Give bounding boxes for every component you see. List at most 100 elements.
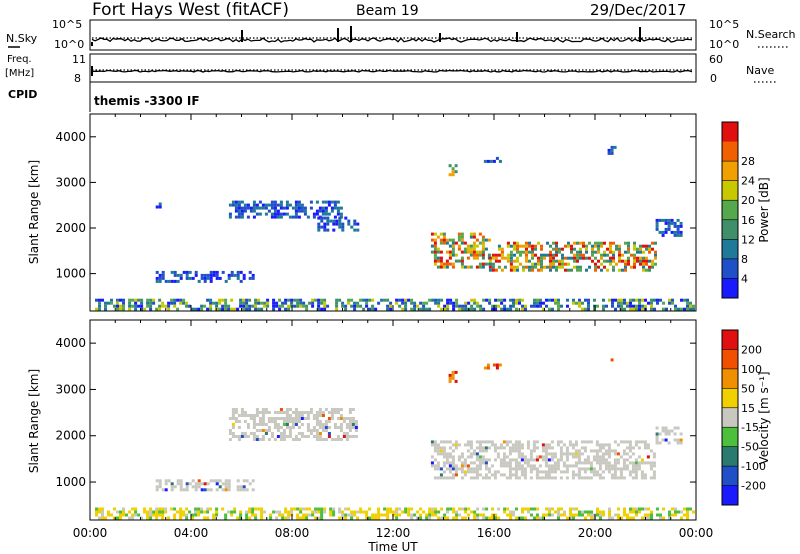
data-cell bbox=[260, 507, 264, 511]
colorbar-swatch bbox=[722, 446, 738, 467]
data-cell bbox=[513, 247, 516, 251]
data-cell bbox=[246, 206, 250, 210]
data-cell bbox=[445, 461, 449, 465]
data-cell bbox=[267, 438, 271, 441]
data-cell bbox=[634, 443, 638, 447]
data-cell bbox=[272, 301, 276, 305]
data-cell bbox=[499, 458, 503, 462]
data-cell bbox=[517, 467, 521, 471]
time-xlabel: Time UT bbox=[367, 540, 418, 554]
data-cell bbox=[469, 440, 473, 444]
data-cell bbox=[630, 265, 633, 269]
data-cell bbox=[446, 507, 450, 511]
data-cell bbox=[532, 449, 536, 453]
data-cell bbox=[191, 479, 195, 483]
data-cell bbox=[336, 438, 340, 441]
data-cell bbox=[523, 470, 527, 474]
data-cell bbox=[185, 507, 189, 511]
data-cell bbox=[460, 250, 464, 254]
data-cell bbox=[407, 510, 411, 514]
data-cell bbox=[503, 307, 507, 311]
data-cell bbox=[661, 230, 665, 234]
data-cell bbox=[610, 151, 614, 155]
data-cell bbox=[227, 307, 231, 311]
data-cell bbox=[571, 455, 575, 459]
data-cell bbox=[638, 304, 641, 308]
data-cell bbox=[140, 298, 144, 302]
data-cell bbox=[481, 238, 485, 242]
data-cell bbox=[572, 298, 575, 302]
data-cell bbox=[539, 304, 542, 308]
data-cell bbox=[446, 307, 450, 311]
data-cell bbox=[607, 446, 611, 450]
data-cell bbox=[137, 513, 141, 517]
data-cell bbox=[613, 461, 617, 465]
data-cell bbox=[413, 513, 417, 517]
data-cell bbox=[315, 438, 319, 441]
data-cell bbox=[445, 476, 449, 480]
data-cell bbox=[356, 516, 360, 520]
data-cell bbox=[279, 411, 283, 414]
data-cell bbox=[608, 510, 611, 514]
data-cell bbox=[353, 304, 357, 308]
date-label: 29/Dec/2017 bbox=[590, 1, 686, 19]
data-cell bbox=[431, 513, 435, 517]
data-cell bbox=[330, 209, 334, 213]
data-cell bbox=[252, 209, 256, 213]
data-cell bbox=[640, 461, 644, 465]
data-cell bbox=[251, 479, 255, 483]
data-cell bbox=[494, 259, 498, 263]
data-cell bbox=[491, 262, 495, 266]
data-cell bbox=[595, 455, 599, 459]
data-cell bbox=[116, 304, 119, 308]
data-cell bbox=[648, 244, 651, 248]
data-cell bbox=[488, 268, 492, 272]
data-cell bbox=[632, 298, 635, 302]
data-cell bbox=[579, 256, 582, 260]
colorbar-swatch bbox=[722, 219, 738, 240]
data-cell bbox=[629, 304, 632, 308]
data-cell bbox=[167, 304, 171, 308]
data-cell bbox=[248, 307, 252, 311]
data-cell bbox=[631, 461, 635, 465]
data-cell bbox=[234, 435, 238, 438]
data-cell bbox=[655, 441, 659, 445]
data-cell bbox=[451, 253, 455, 257]
data-cell bbox=[458, 304, 462, 308]
data-cell bbox=[306, 423, 310, 426]
data-cell bbox=[200, 273, 204, 277]
data-cell bbox=[445, 265, 449, 269]
data-cell bbox=[525, 250, 528, 254]
data-cell bbox=[513, 253, 516, 257]
data-cell bbox=[146, 513, 150, 517]
data-cell bbox=[618, 244, 621, 248]
data-cell bbox=[648, 247, 651, 251]
data-cell bbox=[516, 244, 519, 248]
data-cell bbox=[203, 482, 207, 486]
data-cell bbox=[324, 209, 328, 213]
data-cell bbox=[523, 467, 527, 471]
data-cell bbox=[318, 414, 322, 417]
data-cell bbox=[221, 304, 225, 308]
data-cell bbox=[466, 244, 470, 248]
data-cell bbox=[95, 513, 98, 517]
data-cell bbox=[574, 464, 578, 468]
data-cell bbox=[544, 449, 548, 453]
data-cell bbox=[335, 298, 339, 302]
data-cell bbox=[270, 200, 274, 204]
data-cell bbox=[506, 513, 510, 517]
data-cell bbox=[521, 516, 524, 520]
data-cell bbox=[347, 507, 351, 511]
data-cell bbox=[541, 476, 545, 480]
data-cell bbox=[273, 438, 277, 441]
data-cell bbox=[131, 513, 135, 517]
data-cell bbox=[398, 507, 402, 511]
data-cell bbox=[416, 516, 420, 520]
data-cell bbox=[490, 440, 494, 444]
data-cell bbox=[315, 212, 319, 216]
data-cell bbox=[487, 238, 491, 242]
data-cell bbox=[509, 256, 513, 260]
data-cell bbox=[206, 488, 210, 492]
data-cell bbox=[484, 458, 488, 462]
data-cell bbox=[523, 458, 527, 462]
